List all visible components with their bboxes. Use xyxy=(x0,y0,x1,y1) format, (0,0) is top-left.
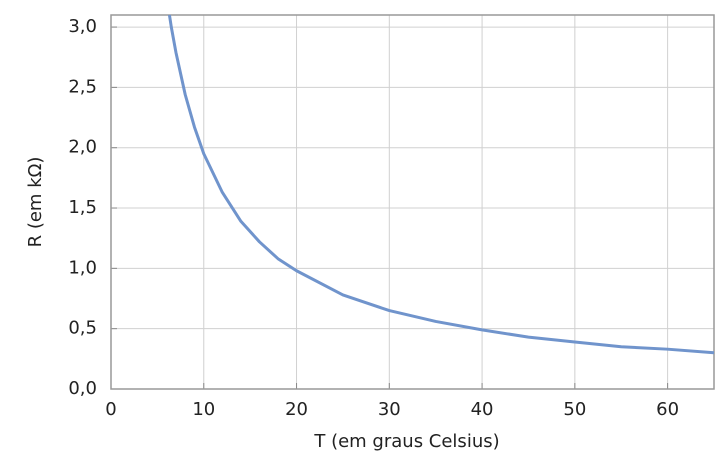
y-tick-label: 0,0 xyxy=(68,378,97,399)
y-tick-label: 1,5 xyxy=(68,197,97,218)
x-tick-label: 10 xyxy=(192,399,215,420)
x-tick-label: 30 xyxy=(378,399,401,420)
plot-frame xyxy=(110,14,715,390)
y-axis-label: R (em kΩ) xyxy=(25,157,46,248)
x-tick-label: 40 xyxy=(471,399,494,420)
y-tick-label: 2,5 xyxy=(68,76,97,97)
data-line xyxy=(167,14,715,355)
x-tick-label: 20 xyxy=(285,399,308,420)
y-tick-label: 2,0 xyxy=(68,137,97,158)
x-tick-label: 60 xyxy=(656,399,679,420)
x-axis-label: T (em graus Celsius) xyxy=(313,431,499,452)
x-tick-label: 50 xyxy=(563,399,586,420)
y-tick-label: 0,5 xyxy=(68,318,97,339)
y-tick-label: 1,0 xyxy=(68,257,97,278)
y-tick-label: 3,0 xyxy=(68,16,97,37)
x-tick-label: 0 xyxy=(105,399,116,420)
